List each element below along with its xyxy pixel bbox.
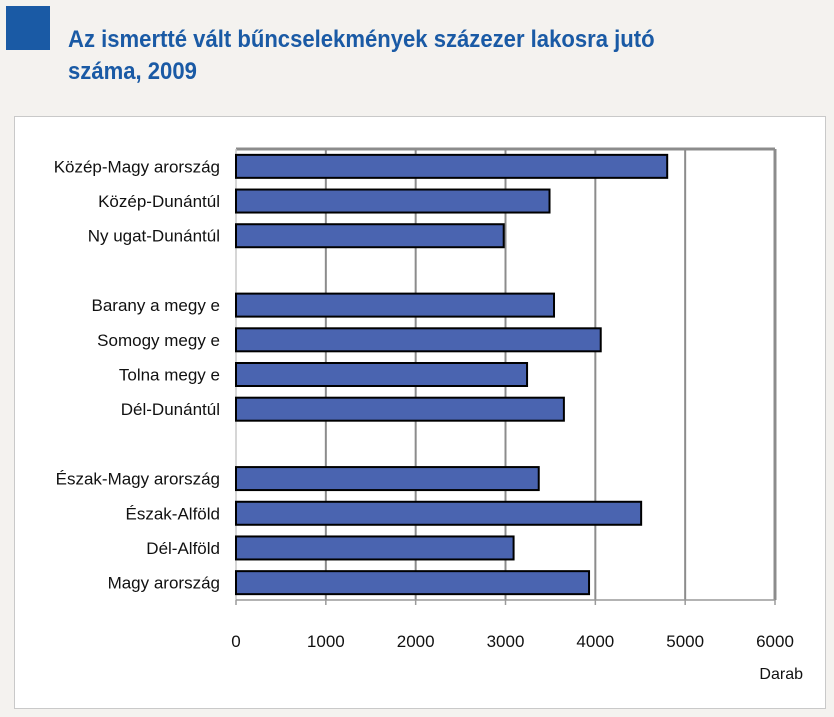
x-axis-label: Darab	[759, 666, 803, 683]
category-label: Észak-Alföld	[126, 504, 220, 523]
category-label: Dél-Alföld	[146, 539, 220, 558]
bar	[235, 396, 565, 422]
title-marker	[6, 6, 50, 50]
x-tick-label: 0	[231, 632, 240, 651]
category-label: Magy arország	[108, 574, 220, 593]
category-label: Közép-Dunántúl	[98, 192, 220, 211]
bar	[235, 223, 505, 249]
x-tick-label: 3000	[487, 632, 525, 651]
category-label: Barany a megy e	[91, 296, 220, 315]
chart-title: Az ismertté vált bűncselekmények százeze…	[68, 26, 655, 85]
category-label: Tolna megy e	[119, 366, 220, 385]
bar	[235, 466, 540, 492]
bar	[235, 153, 669, 179]
x-tick-label: 2000	[397, 632, 435, 651]
x-tick-label: 1000	[307, 632, 345, 651]
category-label: Somogy megy e	[97, 331, 220, 350]
bar	[235, 500, 643, 526]
category-label: Ny ugat-Dunántúl	[88, 227, 220, 246]
category-label: Dél-Dunántúl	[121, 400, 220, 419]
chart-panel: Közép-Magy arország Közép-Dunántúl Ny ugat…	[14, 116, 826, 709]
x-tick-label: 5000	[666, 632, 704, 651]
bar	[235, 570, 591, 596]
bar	[235, 362, 529, 387]
bar-chart: Közép-Magy arország Közép-Dunántúl Ny ugat…	[54, 147, 803, 683]
category-label: Észak-Magy arország	[56, 470, 220, 489]
bar	[235, 188, 551, 214]
bar	[235, 535, 515, 561]
bar	[235, 292, 556, 318]
x-tick-label: 4000	[576, 632, 614, 651]
bar	[235, 327, 602, 353]
x-tick-label: 6000	[756, 632, 794, 651]
category-label: Közép-Magy arország	[54, 157, 220, 176]
